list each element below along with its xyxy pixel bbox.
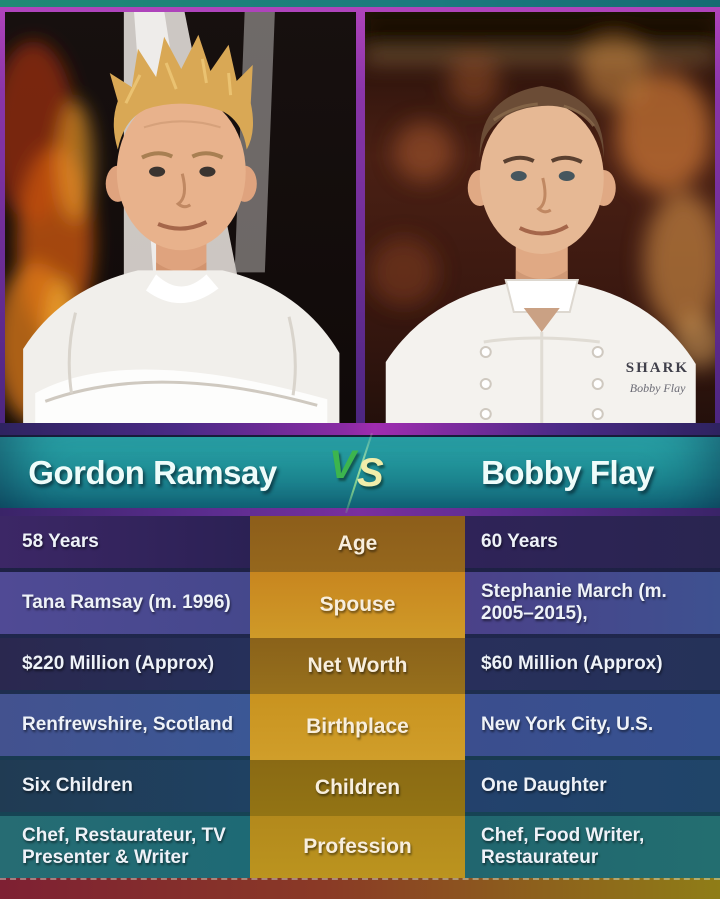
vs-letter-v: V (329, 443, 356, 487)
age-right-value: 60 Years (465, 516, 720, 568)
net-worth-left-value: $220 Million (Approx) (0, 638, 250, 690)
eye-right (199, 166, 216, 177)
comparison-table: 58 Years Age 60 Years Tana Ramsay (m. 19… (0, 516, 720, 878)
photo-panel: SHARK Bobby Flay (0, 7, 720, 423)
nose (535, 177, 552, 214)
age-label: Age (250, 516, 465, 572)
vs-letter-s: S (357, 451, 384, 495)
eye-left (510, 171, 527, 181)
eyebrows (502, 155, 583, 164)
birthplace-label: Birthplace (250, 694, 465, 760)
spouse-right-value: Stephanie March (m. 2005–2015), (465, 572, 720, 634)
blond-spiky-hair (109, 34, 254, 150)
coat-buttons (479, 346, 604, 420)
purple-divider-bottom (0, 508, 720, 516)
eye-right (558, 171, 575, 181)
bobby-flay-illustration: SHARK Bobby Flay (364, 12, 715, 423)
table-row-net-worth: $220 Million (Approx) Net Worth $60 Mill… (0, 638, 720, 694)
table-row-spouse: Tana Ramsay (m. 1996) Spouse Stephanie M… (0, 572, 720, 638)
table-row-children: Six Children Children One Daughter (0, 760, 720, 816)
age-left-value: 58 Years (0, 516, 250, 568)
vs-emblem: V S (305, 432, 415, 514)
net-worth-label: Net Worth (250, 638, 465, 694)
tshirt-collar (146, 274, 219, 304)
children-left-value: Six Children (0, 760, 250, 812)
mouth (157, 220, 208, 231)
eyebrows (141, 151, 224, 160)
collar-opening (523, 308, 560, 332)
stand-collar (503, 279, 579, 313)
right-chef-name: Bobby Flay (481, 453, 654, 491)
nose (175, 173, 192, 209)
gordon-ramsay-photo (5, 12, 356, 423)
children-right-value: One Daughter (465, 760, 720, 812)
bobby-signature-text: Bobby Flay (629, 381, 685, 395)
face (479, 102, 604, 254)
purple-divider-top (0, 423, 720, 437)
bottom-gradient-strip (0, 878, 720, 899)
spouse-left-value: Tana Ramsay (m. 1996) (0, 572, 250, 634)
table-row-age: 58 Years Age 60 Years (0, 516, 720, 572)
mouth (518, 224, 569, 236)
profession-left-value: Chef, Restaurateur, TV Presenter & Write… (0, 816, 250, 878)
children-label: Children (250, 760, 465, 816)
profession-right-value: Chef, Food Writer, Restaurateur (465, 816, 720, 878)
table-row-profession: Chef, Restaurateur, TV Presenter & Write… (0, 816, 720, 878)
net-worth-right-value: $60 Million (Approx) (465, 638, 720, 690)
spouse-label: Spouse (250, 572, 465, 638)
birthplace-left-value: Renfrewshire, Scotland (0, 694, 250, 756)
left-chef-name: Gordon Ramsay (28, 453, 277, 491)
bobby-flay-photo: SHARK Bobby Flay (364, 12, 715, 423)
brown-hair (479, 86, 604, 158)
top-teal-strip (0, 0, 720, 7)
bobby-figure (385, 86, 696, 423)
bokeh-lights (364, 12, 715, 368)
table-row-birthplace: Renfrewshire, Scotland Birthplace New Yo… (0, 694, 720, 760)
gordon-ramsay-illustration (5, 12, 356, 423)
coat-embroidery: SHARK Bobby Flay (625, 360, 688, 395)
profession-label: Profession (250, 816, 465, 878)
eye-left (149, 166, 166, 177)
names-header-band: Gordon Ramsay V S Bobby Flay (0, 432, 720, 514)
gordon-figure (23, 34, 340, 423)
face (116, 93, 246, 251)
shark-brand-text: SHARK (625, 360, 688, 376)
crossed-arms (35, 369, 328, 423)
birthplace-right-value: New York City, U.S. (465, 694, 720, 756)
